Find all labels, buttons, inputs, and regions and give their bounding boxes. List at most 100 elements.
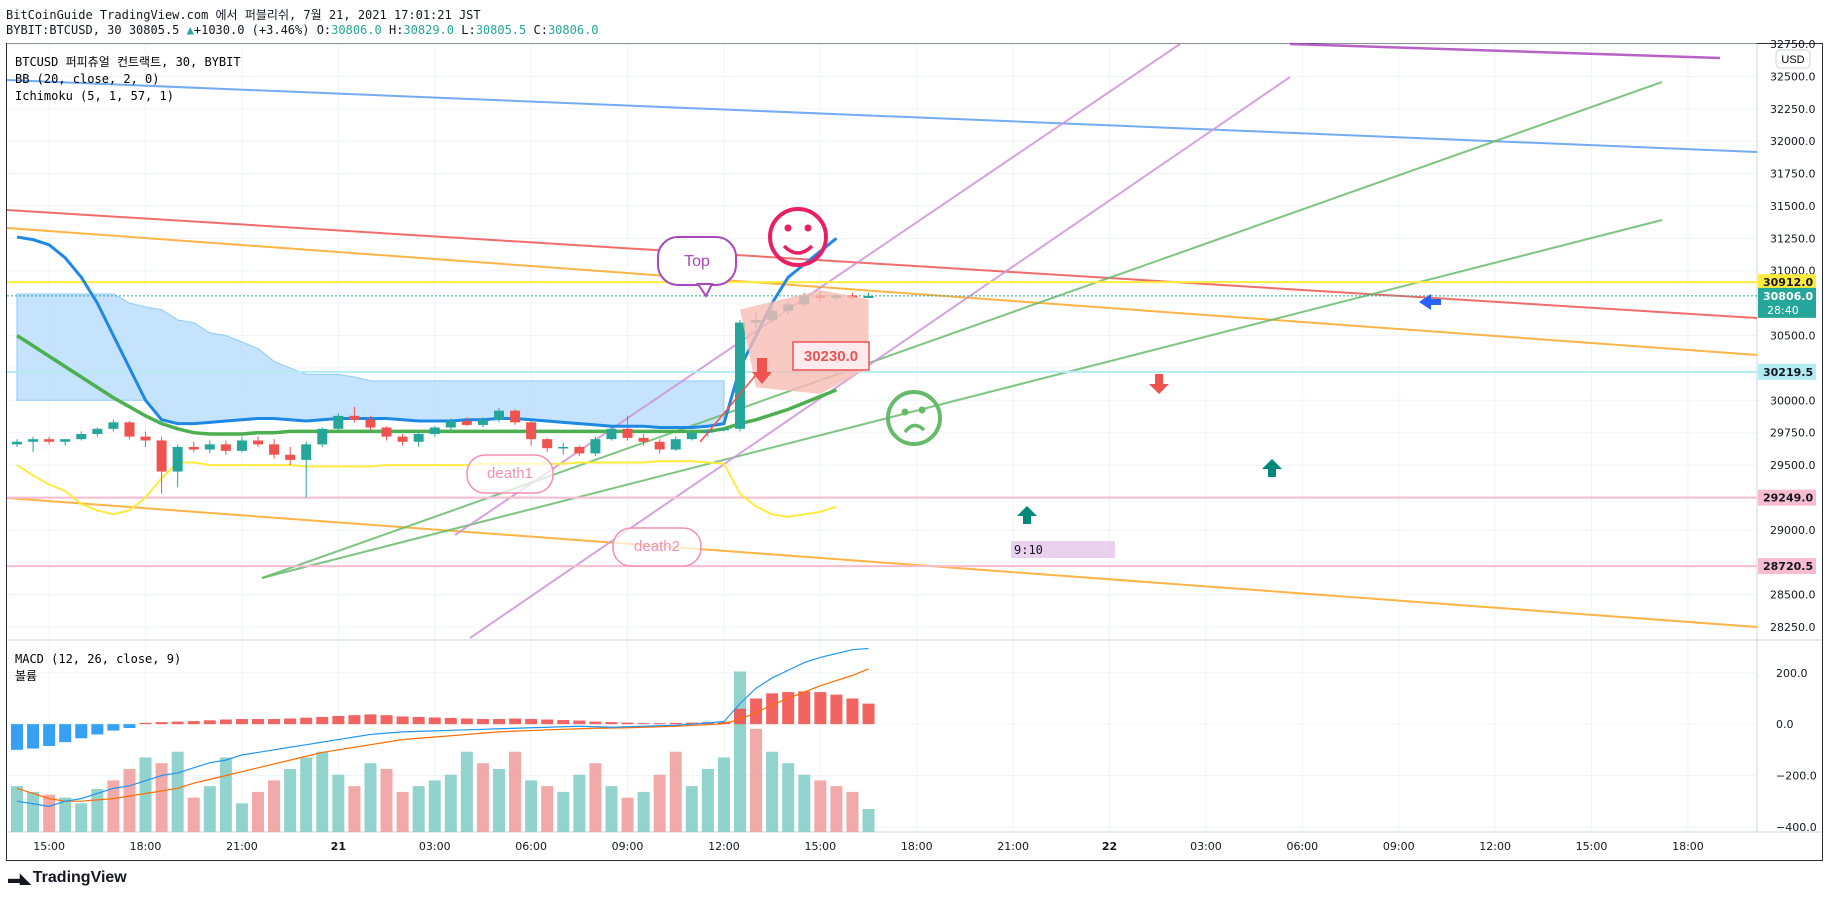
volume-bar [717,757,730,832]
macd-histogram-bar [750,698,763,725]
volume-bar [862,809,875,832]
time-tick-label: 18:00 [1672,840,1704,853]
volume-bar [669,751,682,832]
legend: BTCUSD 퍼피츄얼 컨트랙트, 30, BYBIT BB (20, clos… [15,55,241,683]
candle-body [477,419,488,425]
volume-bar [766,751,779,832]
smiley-happy-icon [768,207,828,267]
macd-line [16,647,869,807]
candle-body [124,422,135,437]
price-note-box [792,341,870,371]
price-level-label: 30219.5 [1763,366,1813,379]
price-note-label: 30230.0 [804,348,858,365]
tradingview-logo[interactable]: ▬◣ TradingView [8,869,127,887]
trendline-orange-upper [6,227,1758,356]
high-value: 30829.0 [403,23,454,37]
volume-bar [509,751,522,832]
macd-histogram-bar [685,722,698,725]
volume-bar [493,768,505,832]
candle-body [108,422,119,429]
volume-bar [284,768,297,832]
close-value: 30806.0 [547,23,599,37]
time-axis: 15:00 18:00 21:00 21 03:00 06:00 09:00 12:00 15:… [33,840,1704,853]
volume-bar [107,780,120,832]
macd-histogram-bar [557,720,570,725]
macd-tick-label: 200.0 [1776,667,1808,680]
close-label: C: [533,23,548,37]
macd-histogram-bar [412,716,425,725]
candle-body [92,428,103,434]
legend-bb: BB (20, close, 2, 0) [15,72,160,86]
macd-histogram-bar [203,720,216,725]
price-tick-label: 29750.0 [1770,427,1816,440]
time-tick-label: 15:00 [804,840,836,853]
price-level-badge [1758,558,1816,575]
volume-bar [364,763,377,832]
candle-body [638,437,649,442]
volume-bar [11,786,23,832]
candle-body [12,441,22,445]
arrow-line [699,369,761,443]
high-label: H: [388,23,404,37]
candle-body [622,428,633,438]
volume-bar [203,786,216,832]
candle-body [429,427,440,434]
price-tick-label: 32250.0 [1770,103,1816,116]
time-tick-label: 22 [1102,840,1117,853]
volume-bar [846,791,859,832]
candle-body [863,295,874,298]
macd-histogram-bar [589,721,602,725]
time-tick-label: 15:00 [1576,840,1608,853]
macd-histogram-bar [380,715,393,725]
volume-bar [605,786,618,832]
price-tick-label: 30000.0 [1770,394,1816,407]
candle-body [526,422,537,440]
macd-histogram-bar [830,694,843,725]
macd-tick-label: −200.0 [1776,770,1817,783]
trendline-purple [1289,42,1721,60]
macd-histogram-bar [460,718,473,725]
currency-badge[interactable]: USD [1775,49,1811,69]
macd-histogram-bar [235,719,248,725]
smiley-eye [804,224,812,232]
candle-body [606,428,617,440]
candle-body [510,410,521,423]
macd-histogram-bar [493,719,505,725]
time-tick-label: 06:00 [515,840,547,853]
volume-bar [59,797,72,832]
up-arrow-icon [1262,459,1282,477]
volume-bar [300,757,313,832]
time-tick-label: 09:00 [1383,840,1415,853]
bb-lower-band [16,460,837,518]
volume-bar [187,797,200,832]
volume-bar [316,751,329,832]
time-note-label: 9:10 [1014,543,1043,557]
candle-body [44,439,55,442]
volume-bar [573,774,586,832]
macd-histogram-bar [139,722,152,725]
time-tick-label: 03:00 [419,840,451,853]
candle-body [590,439,601,454]
volume-bar [798,774,811,832]
candle-body [156,440,167,472]
candle-body [236,440,247,451]
macd-histogram-bar [91,724,104,735]
candle-body [172,446,183,472]
trendline-blue [6,79,1758,153]
trendline-orange-lower [6,497,1758,628]
volume-bar [235,803,248,832]
macd-histogram-bar [862,703,875,725]
macd-histogram-bar [637,723,650,725]
macd-histogram-bar [123,724,136,729]
macd-histogram-bar [396,716,409,725]
cloud-area [16,293,725,429]
price-level-label: 30912.0 [1763,276,1813,289]
price-tick-label: 30500.0 [1770,330,1816,343]
volume-bar [653,774,666,832]
macd-histogram-bar [59,724,72,743]
macd-histogram-bar [444,718,457,725]
price-change: +1030.0 (+3.46%) [193,23,310,37]
time-tick-label: 21 [331,840,346,853]
volume-bar [332,774,345,832]
